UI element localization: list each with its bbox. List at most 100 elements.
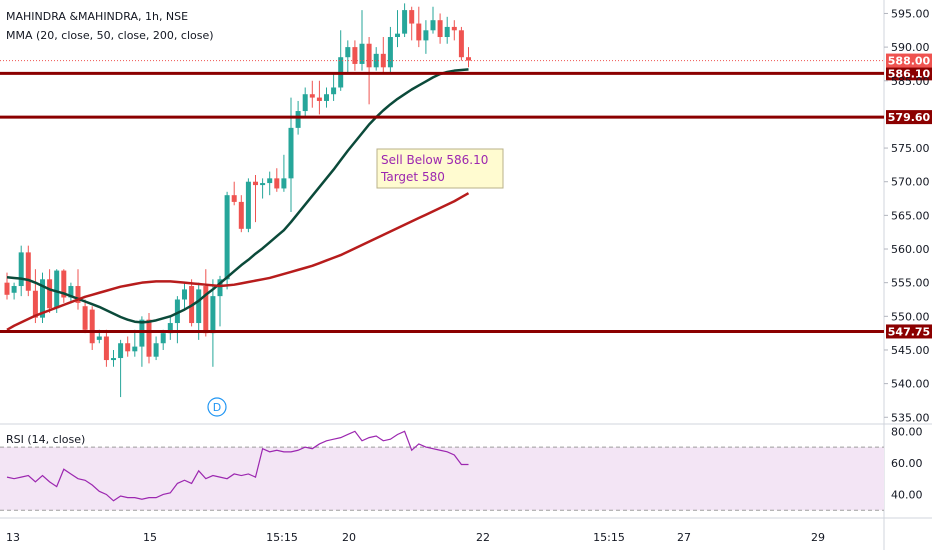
candle bbox=[366, 37, 372, 105]
candle bbox=[267, 171, 273, 196]
candle bbox=[380, 37, 386, 75]
candle-body bbox=[68, 286, 74, 298]
candle bbox=[253, 174, 258, 223]
candle bbox=[416, 6, 422, 48]
candle-body bbox=[111, 358, 116, 361]
candle bbox=[174, 296, 180, 344]
candle-body bbox=[245, 181, 251, 229]
candle-body bbox=[409, 10, 415, 24]
candle bbox=[224, 191, 230, 290]
time-tick-label: 22 bbox=[476, 531, 490, 544]
rsi-legend[interactable]: RSI (14, close) bbox=[6, 433, 86, 446]
candle-body bbox=[444, 26, 450, 38]
candle bbox=[302, 87, 308, 118]
candle bbox=[167, 316, 173, 340]
candle bbox=[437, 13, 443, 44]
price-tick-label: 540.00 bbox=[891, 378, 930, 391]
candle-body bbox=[281, 178, 287, 189]
time-tick-label: 20 bbox=[342, 531, 356, 544]
candle-body bbox=[139, 319, 145, 347]
rsi-line bbox=[6, 430, 469, 502]
candle bbox=[203, 269, 209, 337]
candle bbox=[61, 269, 67, 303]
candle-body bbox=[203, 286, 209, 334]
candle-body bbox=[153, 343, 159, 357]
candle bbox=[409, 6, 415, 41]
candle bbox=[75, 269, 81, 310]
rsi-tick-label: 60.00 bbox=[891, 457, 923, 470]
level-price-label: 586.10 bbox=[888, 67, 931, 80]
candle bbox=[32, 269, 38, 324]
candle-body bbox=[160, 333, 166, 344]
indicator-legend[interactable]: MMA (20, close, 50, close, 200, close) bbox=[6, 29, 214, 42]
candle bbox=[47, 269, 53, 313]
last-price-label: 588.00 bbox=[888, 55, 931, 68]
candle-body bbox=[224, 195, 230, 280]
candle bbox=[260, 178, 266, 199]
price-tick-label: 545.00 bbox=[891, 344, 930, 357]
price-tick-label: 595.00 bbox=[891, 7, 930, 20]
candle bbox=[245, 178, 251, 233]
candle-body bbox=[295, 111, 301, 128]
candle bbox=[125, 336, 131, 357]
candle-body bbox=[118, 343, 124, 359]
price-tick-label: 575.00 bbox=[891, 142, 930, 155]
level-price-tag bbox=[886, 110, 932, 125]
candle bbox=[182, 282, 187, 310]
candle-body bbox=[103, 336, 109, 361]
candle-body bbox=[167, 323, 173, 334]
candle-body bbox=[96, 336, 102, 340]
candle-body bbox=[451, 26, 457, 31]
candle-body bbox=[217, 279, 223, 297]
price-tick-label: 555.00 bbox=[891, 277, 930, 290]
candle-body bbox=[302, 94, 308, 112]
candle-body bbox=[210, 296, 216, 334]
candle bbox=[458, 26, 464, 61]
price-tick-label: 550.00 bbox=[891, 310, 930, 323]
candle bbox=[210, 279, 216, 367]
candle-body bbox=[260, 183, 266, 186]
candle-body bbox=[61, 270, 67, 298]
price-tick-label: 590.00 bbox=[891, 41, 930, 54]
candle-body bbox=[146, 319, 152, 357]
candle bbox=[4, 272, 10, 300]
candle-body bbox=[366, 43, 372, 68]
candle bbox=[153, 336, 159, 361]
price-tick-label: 560.00 bbox=[891, 243, 930, 256]
candle-body bbox=[430, 20, 436, 31]
candle-body bbox=[182, 289, 187, 300]
candle bbox=[402, 3, 408, 38]
candle-body bbox=[4, 282, 10, 295]
ma-line-20 bbox=[6, 68, 469, 324]
candle bbox=[68, 282, 74, 303]
price-tick-label: 535.00 bbox=[891, 411, 930, 424]
candle-body bbox=[89, 309, 95, 344]
symbol-legend[interactable]: MAHINDRA &MAHINDRA, 1h, NSE bbox=[6, 10, 189, 23]
candle bbox=[324, 87, 329, 108]
candle bbox=[373, 47, 379, 71]
candle bbox=[25, 245, 31, 297]
price-tick-label: 565.00 bbox=[891, 209, 930, 222]
time-tick-label: 15 bbox=[143, 531, 157, 544]
candle-body bbox=[54, 270, 60, 309]
candle-body bbox=[231, 195, 237, 202]
level-price-label: 579.60 bbox=[888, 111, 931, 124]
candle-body bbox=[437, 20, 443, 38]
candle bbox=[281, 154, 287, 192]
candle bbox=[352, 40, 358, 71]
candle-body bbox=[11, 286, 17, 293]
annotation-line-1: Sell Below 586.10 bbox=[381, 153, 488, 167]
price-pane bbox=[0, 0, 884, 424]
candle bbox=[139, 316, 145, 367]
candle bbox=[430, 6, 436, 34]
candle-body bbox=[402, 10, 408, 34]
candle bbox=[423, 20, 429, 54]
ma-line-50 bbox=[6, 192, 470, 331]
candle bbox=[466, 47, 471, 68]
candle-body bbox=[274, 178, 280, 189]
candle-body bbox=[359, 43, 365, 64]
candle bbox=[82, 299, 88, 334]
candle bbox=[274, 168, 280, 192]
